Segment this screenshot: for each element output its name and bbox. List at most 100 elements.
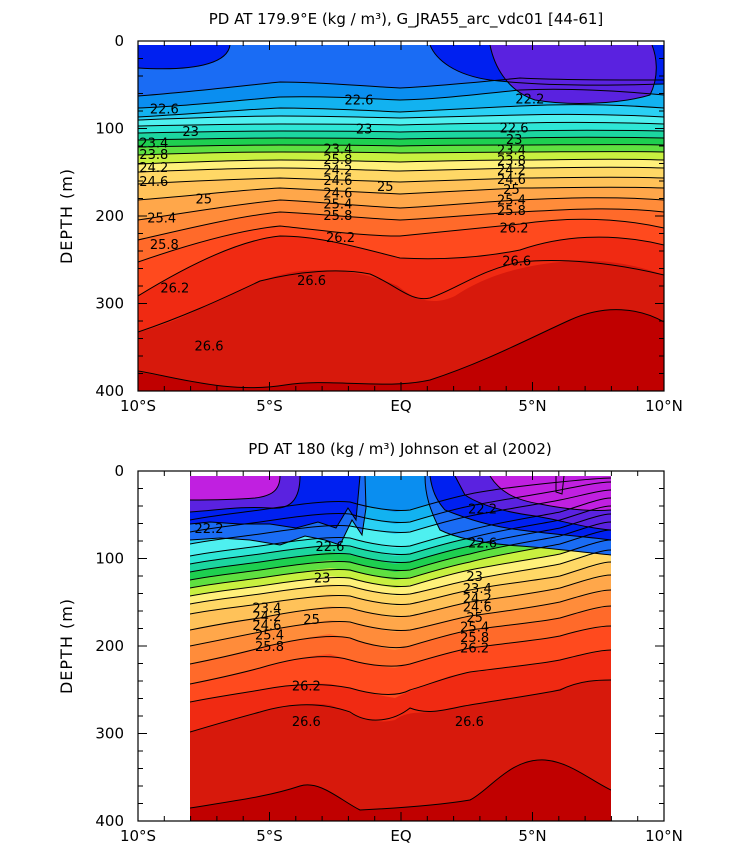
contour-line	[190, 679, 611, 733]
panel-1-title: PD AT 179.9°E (kg / m³), G_JRA55_arc_vdc…	[209, 10, 604, 29]
contour-line	[190, 476, 367, 546]
y-tick-label: 400	[95, 382, 124, 400]
x-tick-label: EQ	[390, 397, 411, 415]
contour-label: 26.2	[460, 642, 489, 657]
contour-line	[454, 476, 611, 531]
contour-line	[190, 489, 611, 545]
contour-line	[138, 309, 664, 389]
x-tick-label: 10°S	[120, 397, 156, 415]
y-tick-label: 0	[114, 462, 124, 480]
contour-line	[138, 151, 664, 156]
panel-1: PD AT 179.9°E (kg / m³), G_JRA55_arc_vdc…	[57, 10, 683, 415]
contour-line	[138, 166, 664, 173]
contour-line	[429, 476, 611, 541]
contour-label: 24.2	[252, 610, 281, 625]
panel-2: PD AT 180 (kg / m³) Johnson et al (2002)…	[57, 440, 683, 845]
contour-line	[138, 129, 664, 134]
contour-line	[190, 549, 611, 605]
contour-line	[489, 45, 657, 104]
contour-label: 25.4	[497, 193, 526, 208]
x-tick-label: 10°N	[645, 827, 683, 845]
contour-line	[190, 589, 611, 647]
band-26	[190, 476, 280, 500]
contour-label: 24.6	[323, 174, 352, 189]
x-tick-label: EQ	[390, 827, 411, 845]
panel-2-axes: 10°S 5°S EQ 5°N 10°N 0 100 200 300 400	[95, 462, 683, 845]
contour-line	[429, 45, 664, 86]
panel-2-bands: 22.222.622.222.623 2323.424.224.62525.425…	[190, 476, 611, 821]
contour-line	[190, 521, 611, 581]
contour-label: 22.6	[500, 122, 529, 137]
contour-line	[138, 235, 664, 297]
contour-label: 25.8	[255, 640, 284, 655]
contour-label: 22.2	[515, 93, 544, 108]
y-tick-label: 200	[95, 637, 124, 655]
contour-line	[190, 476, 281, 501]
contour-label: 25.4	[255, 629, 284, 644]
contour-label: 24.2	[323, 164, 352, 179]
contour-label: 23	[356, 122, 373, 137]
contour-label: 25.4	[323, 198, 352, 213]
contour-label: 23.4	[252, 601, 281, 616]
contour-label: 25.8	[497, 204, 526, 219]
contour-line	[190, 497, 611, 557]
contour-label: 22.6	[150, 102, 179, 117]
contour-label: 23.8	[497, 154, 526, 169]
contour-line	[190, 505, 611, 565]
contour-label: 25	[303, 613, 320, 628]
band-21	[138, 45, 230, 69]
contour-label: 23.4	[139, 136, 168, 151]
contour-line	[138, 121, 664, 127]
contour-label: 25.4	[460, 621, 489, 636]
contour-line	[138, 88, 664, 109]
contour-label: 25	[503, 183, 520, 198]
contour-line	[138, 218, 664, 263]
contour-label: 23.4	[463, 582, 492, 597]
contour-label: 26.6	[502, 255, 531, 270]
contour-label: 24.2	[139, 161, 168, 176]
contour-line	[138, 260, 664, 333]
contour-label: 22.2	[468, 503, 497, 518]
panel-1-contour-labels: 22.622.6 22.222.623 2323.423.824.224.62523…	[139, 93, 544, 355]
contour-line	[190, 513, 611, 573]
contour-label: 25.8	[323, 153, 352, 168]
contour-line	[190, 625, 611, 685]
contour-label: 22.6	[344, 94, 373, 109]
x-tick-label: 5°N	[518, 827, 546, 845]
contour-label: 26.2	[326, 231, 355, 246]
panel-1-contour-lines	[138, 45, 664, 389]
contour-label: 25.8	[150, 238, 179, 253]
contour-label: 26.6	[292, 715, 321, 730]
contour-line	[190, 529, 611, 589]
contour-label: 23	[506, 133, 523, 148]
x-tick-label: 5°N	[518, 397, 546, 415]
panel-1-ylabel: DEPTH (m)	[57, 168, 76, 264]
contour-label: 26.6	[195, 339, 224, 354]
contour-label: 25.8	[460, 631, 489, 646]
contour-line	[424, 476, 611, 556]
y-tick-label: 200	[95, 207, 124, 225]
contour-line	[138, 45, 231, 70]
contour-line	[138, 113, 664, 121]
contour-line	[138, 104, 664, 118]
contour-label: 25	[195, 192, 212, 207]
contour-line	[138, 208, 664, 241]
y-tick-label: 0	[114, 32, 124, 50]
contour-line	[190, 605, 611, 665]
contour-line	[138, 176, 664, 185]
contour-label: 24.6	[323, 186, 352, 201]
panel-1-axes: 10°S 5°S EQ 5°N 10°N 0 100 200 300 400	[95, 32, 683, 415]
x-tick-label: 5°S	[256, 397, 283, 415]
contour-label: 24.2	[463, 592, 492, 607]
contour-line	[190, 759, 611, 811]
contour-label: 24.6	[463, 601, 492, 616]
contour-label: 26.6	[455, 715, 484, 730]
contour-line	[190, 481, 611, 533]
panel-2-contour-lines	[190, 476, 611, 811]
contour-label: 25	[377, 180, 394, 195]
contour-label: 23.8	[139, 148, 168, 163]
contour-label: 22.6	[316, 540, 345, 555]
x-tick-label: 5°S	[256, 827, 283, 845]
contour-line	[489, 476, 611, 512]
